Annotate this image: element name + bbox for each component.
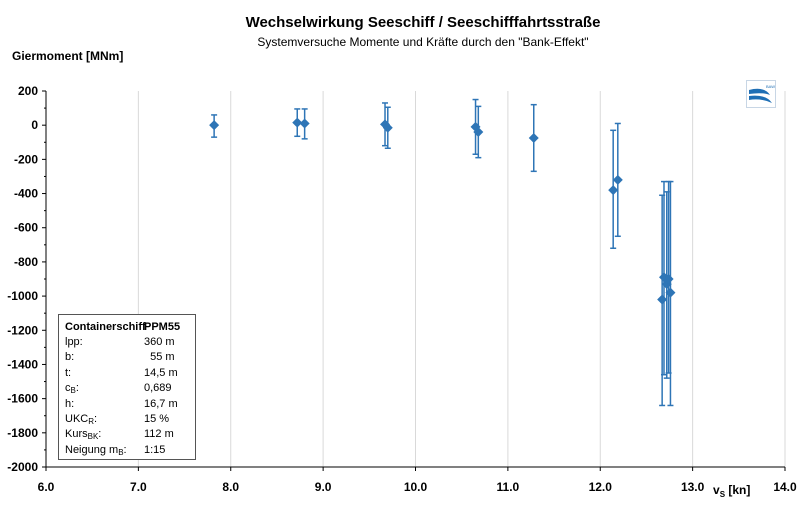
y-axis-label: Giermoment [MNm] [12, 49, 123, 63]
y-tick-label: -1800 [7, 426, 38, 440]
ship-info-box: Containerschiff PPM55 lpp: 360 m b: 55 m t:… [58, 314, 196, 460]
info-rows: lpp: 360 m b: 55 m t: 14,5 m cB: 0,689 h: 16,7 m… [65, 335, 195, 458]
info-row: t: 14,5 m [65, 366, 195, 381]
diamond-marker [612, 174, 623, 185]
grid [137, 91, 786, 467]
diamond-marker [657, 294, 668, 305]
x-tick-label: 13.0 [681, 480, 705, 494]
info-row-value: 16,7 m [144, 397, 178, 410]
data-series [209, 98, 676, 407]
y-tick-label: -1400 [7, 357, 38, 371]
info-row-value: 112 m [144, 428, 174, 441]
y-tick-label: -800 [14, 255, 38, 269]
x-tick-label: 9.0 [315, 480, 332, 494]
data-point [382, 106, 393, 150]
y-tick-label: -200 [14, 152, 38, 166]
info-row-value: 15 % [144, 412, 170, 425]
data-point [657, 194, 668, 407]
info-row: cB: 0,689 [65, 381, 195, 396]
info-row: UKCR: 15 % [65, 412, 195, 427]
diamond-marker [528, 133, 539, 143]
info-row-value: 360 m [144, 336, 175, 348]
diamond-marker [299, 118, 310, 129]
x-axis-label-sub: S [720, 490, 726, 499]
info-row-label: h: [65, 397, 75, 410]
y-tick-label: 200 [18, 84, 38, 98]
info-row-label: t: [65, 366, 72, 379]
y-tick-label: -2000 [7, 460, 38, 474]
data-point [528, 103, 539, 173]
y-tick-label: -600 [14, 221, 38, 235]
data-point [299, 108, 310, 140]
y-tick-label: -1000 [7, 289, 38, 303]
y-tick-label: 0 [31, 118, 38, 132]
info-row-label: lpp: [65, 336, 83, 348]
diamond-marker [473, 127, 484, 138]
y-tick-label: -1200 [7, 323, 38, 337]
x-tick-label: 11.0 [497, 480, 520, 494]
info-row-label: KursBK: [65, 428, 102, 442]
data-point [608, 129, 619, 249]
info-row: KursBK: 112 m [65, 427, 195, 442]
diamond-marker [608, 185, 619, 196]
diamond-marker [665, 287, 676, 298]
info-row: Neigung mB: 1:15 [65, 443, 195, 458]
x-axis-label: vS [kn] [713, 483, 750, 499]
y-tick-label: -1600 [7, 392, 38, 406]
info-row: b: 55 m [65, 350, 195, 365]
info-row: lpp: 360 m [65, 335, 195, 350]
x-axis-label-main: v [713, 483, 720, 497]
x-tick-label: 8.0 [222, 480, 239, 494]
info-row-value: 1:15 [144, 443, 166, 456]
info-row: h: 16,7 m [65, 397, 195, 412]
x-tick-label: 14.0 [773, 480, 797, 494]
data-point [292, 108, 303, 138]
diamond-marker [382, 122, 393, 133]
info-row-value: 14,5 m [144, 366, 178, 379]
baw-logo: BAW [746, 80, 776, 108]
data-point [473, 105, 484, 159]
diamond-marker [292, 117, 303, 128]
ship-model: PPM55 [144, 321, 181, 333]
logo-text: BAW [766, 84, 775, 89]
info-row-label: b: [65, 351, 75, 364]
data-point [612, 122, 623, 238]
axes: 6.0 7.0 8.0 9.0 10.0 11.0 12.0 13.0 14.0 200 0 -200… [7, 84, 797, 494]
diamond-marker [209, 120, 220, 131]
y-tick-label: -400 [14, 187, 38, 201]
info-row-label: Neigung mB: [65, 443, 127, 457]
info-row-label: UKCR: [65, 412, 98, 426]
data-point [209, 114, 220, 138]
data-point [665, 180, 676, 407]
x-axis-label-unit: [kn] [725, 483, 750, 497]
info-row-value: 55 m [144, 351, 175, 364]
x-tick-label: 12.0 [589, 480, 613, 494]
info-header: Containerschiff PPM55 [65, 320, 195, 335]
chart-title: Wechselwirkung Seeschiff / Seeschifffahr… [246, 14, 601, 31]
ship-type: Containerschiff [65, 321, 146, 333]
x-tick-label: 10.0 [404, 480, 428, 494]
x-tick-label: 7.0 [130, 480, 147, 494]
chart-subtitle: Systemversuche Momente und Kräfte durch … [257, 35, 588, 49]
info-row-value: 0,689 [144, 382, 172, 395]
x-tick-label: 6.0 [38, 480, 55, 494]
info-row-label: cB: [65, 382, 79, 396]
